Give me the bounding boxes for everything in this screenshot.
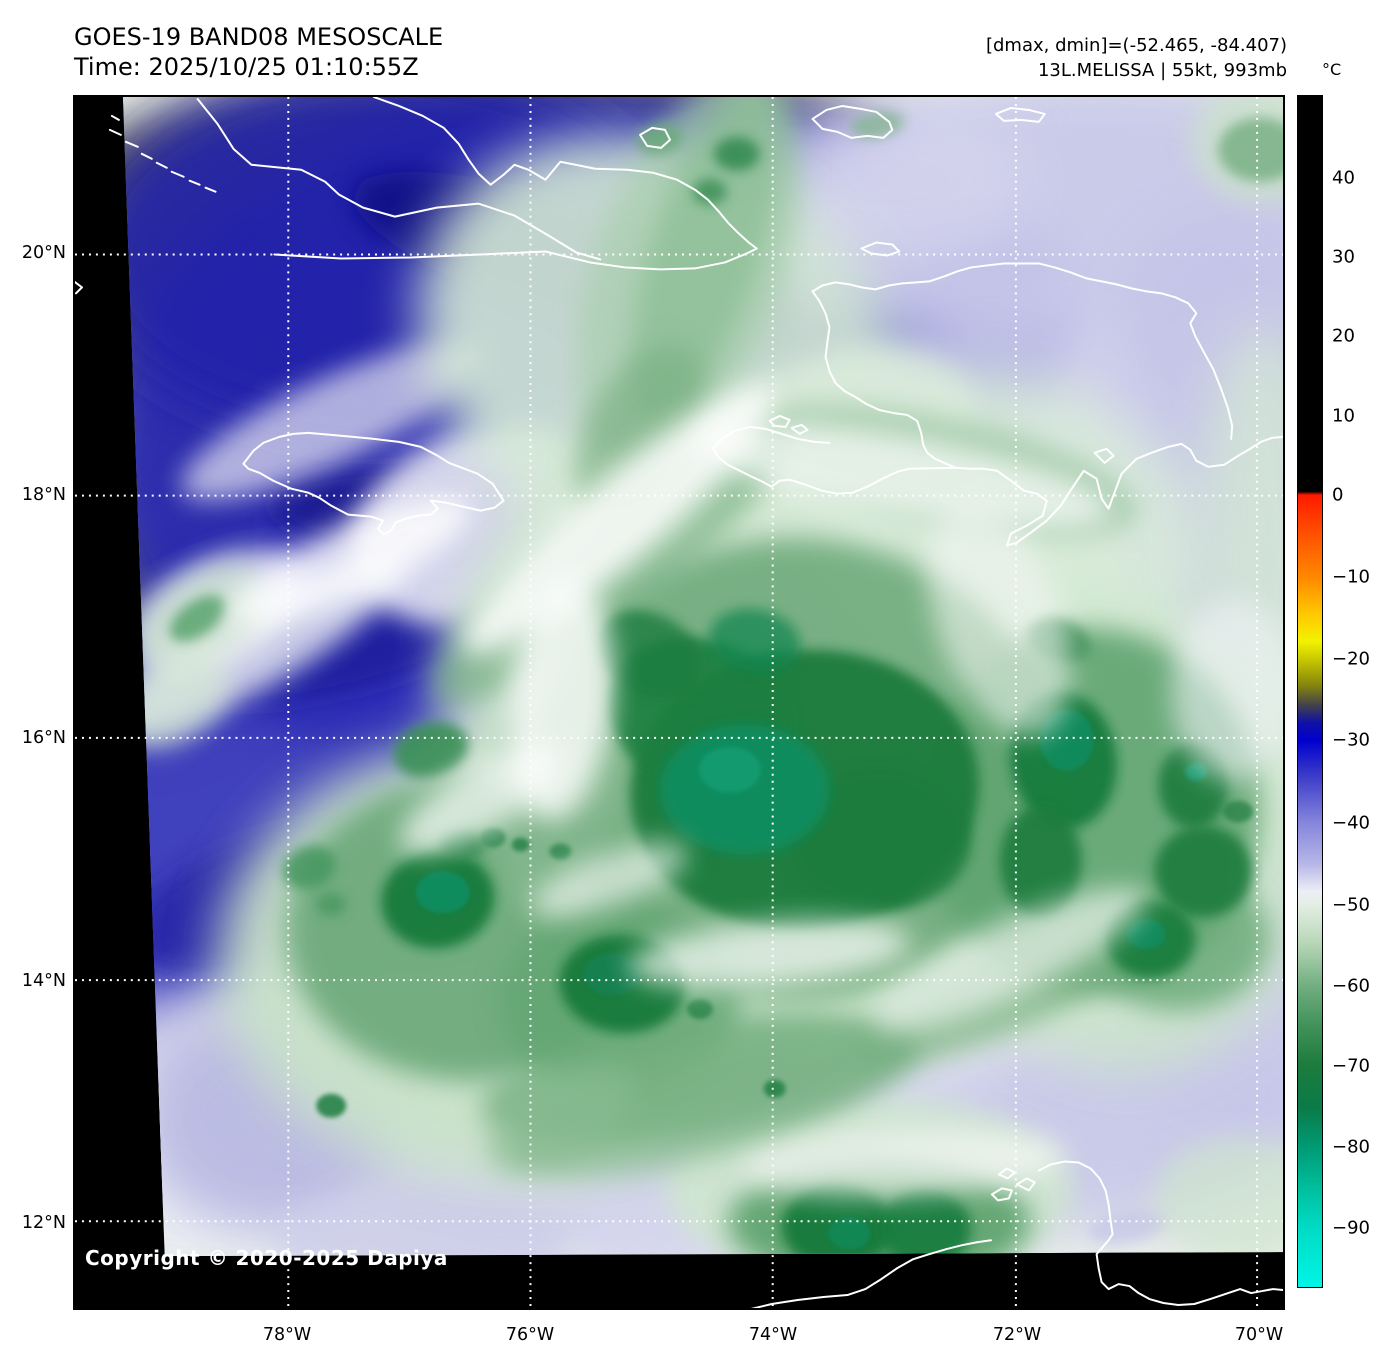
cloud-blob: [549, 843, 572, 860]
colorbar-tick-label: 20: [1332, 325, 1355, 347]
colorbar-tick-label: −50: [1332, 894, 1370, 916]
latitude-label: 16°N: [21, 728, 66, 748]
cloud-blob: [692, 178, 727, 205]
cloud-blob: [399, 746, 562, 854]
cloud-blob: [698, 746, 761, 793]
cloud-blob: [684, 848, 715, 871]
cloud-blob: [276, 1186, 566, 1257]
cloud-blob: [686, 999, 713, 1019]
coastline: [711, 425, 1283, 547]
cloud-blob: [597, 610, 703, 701]
cloud-blob: [169, 595, 226, 642]
colorbar-tick-label: −20: [1332, 648, 1370, 670]
cloud-blob: [644, 828, 667, 847]
coastline: [811, 290, 958, 469]
coastline: [750, 1239, 992, 1308]
cloud-blob: [1154, 825, 1253, 918]
cloud-blob: [870, 887, 1148, 1031]
longitude-label: 72°W: [992, 1325, 1042, 1345]
cloud-blob: [181, 341, 482, 501]
coastline: [1093, 447, 1115, 464]
cloud-blob: [1089, 1209, 1168, 1244]
cloud-blob: [713, 136, 760, 171]
colorbar-unit-label: °C: [1322, 60, 1342, 79]
cloud-blob: [763, 1079, 786, 1098]
colorbar-tick-label: −40: [1332, 812, 1370, 834]
cloud-blob: [696, 422, 1113, 530]
colorbar-tick-label: 30: [1332, 246, 1355, 268]
longitude-label: 70°W: [1234, 1325, 1284, 1345]
colorbar-tick-label: −60: [1332, 975, 1370, 997]
graticule: [75, 97, 1283, 1308]
page-title: GOES-19 BAND08 MESOSCALE: [74, 23, 444, 51]
colorbar-tick-label: 0: [1332, 484, 1344, 506]
coastline: [860, 241, 901, 257]
cloud-blob: [1171, 598, 1283, 782]
cloud-blob: [415, 871, 470, 914]
coastline: [768, 414, 809, 435]
colorbar-tick-label: −30: [1332, 729, 1370, 751]
coastline: [639, 126, 672, 149]
coastline: [994, 106, 1046, 123]
cloud-blob: [316, 1093, 347, 1118]
cloud-blob: [1223, 800, 1254, 823]
coastline: [75, 280, 83, 295]
coastline: [811, 262, 1234, 440]
colorbar-tick-label: 40: [1332, 167, 1355, 189]
dmax-dmin-readout: [dmax, dmin]=(-52.465, -84.407): [985, 35, 1287, 56]
longitude-label: 78°W: [262, 1325, 312, 1345]
colorbar-tick-label: 10: [1332, 405, 1355, 427]
cloud-blob: [787, 767, 972, 912]
cloud-blob: [230, 496, 472, 625]
coastlines: [75, 97, 1283, 1308]
coastline: [196, 97, 602, 261]
longitude-label: 74°W: [748, 1325, 798, 1345]
cloud-blob: [511, 837, 530, 852]
colorbar-tick-label: −10: [1332, 566, 1370, 588]
cloud-blob: [1218, 117, 1283, 182]
latitude-label: 14°N: [21, 971, 66, 991]
cloud-blob: [316, 893, 347, 916]
latitude-label: 18°N: [21, 485, 66, 505]
coastline: [373, 97, 758, 250]
cloud-blob: [532, 842, 688, 917]
cloud-blob: [583, 953, 642, 996]
coastline: [811, 104, 894, 139]
cloud-blob: [1127, 919, 1166, 950]
cloud-blob: [461, 387, 775, 654]
title-block: GOES-19 BAND08 MESOSCALE Time: 2025/10/2…: [74, 22, 443, 82]
cloud-blob: [927, 504, 1071, 737]
latitude-label: 12°N: [21, 1213, 66, 1233]
coastline: [990, 1167, 1036, 1202]
cloud-blob: [999, 805, 1082, 918]
latitude-label: 20°N: [21, 243, 66, 263]
timestamp: Time: 2025/10/25 01:10:55Z: [74, 53, 419, 81]
coastline: [273, 247, 758, 271]
longitude-label: 76°W: [505, 1325, 555, 1345]
satellite-scene: [75, 97, 1283, 1308]
coastline: [242, 431, 505, 536]
storm-readout: 13L.MELISSA | 55kt, 993mb: [1037, 60, 1287, 81]
satellite-map: Copyright © 2020-2025 Dapiya: [73, 95, 1285, 1310]
cloud-blob: [877, 1189, 972, 1257]
cloud-blob: [486, 1063, 635, 1174]
colorbar-tick-label: −80: [1332, 1136, 1370, 1158]
imagery-layer: [122, 97, 1283, 1257]
info-block: [dmax, dmin]=(-52.465, -84.407) 13L.MELI…: [986, 33, 1287, 83]
copyright-watermark: Copyright © 2020-2025 Dapiya: [85, 1246, 448, 1270]
cloud-blob: [709, 608, 801, 672]
cloud-blob: [743, 1130, 1066, 1197]
cloud-blob: [1153, 1136, 1283, 1257]
colorbar-tick-label: −70: [1332, 1055, 1370, 1077]
cloud-blob: [282, 845, 336, 890]
cloud-blob: [393, 722, 469, 778]
cloud-blob: [628, 920, 911, 989]
coastline: [108, 114, 217, 193]
cloud-blob: [828, 1217, 871, 1250]
colorbar-tick-label: −90: [1332, 1217, 1370, 1239]
coastline: [1037, 1160, 1283, 1307]
colorbar: [1297, 95, 1323, 1288]
